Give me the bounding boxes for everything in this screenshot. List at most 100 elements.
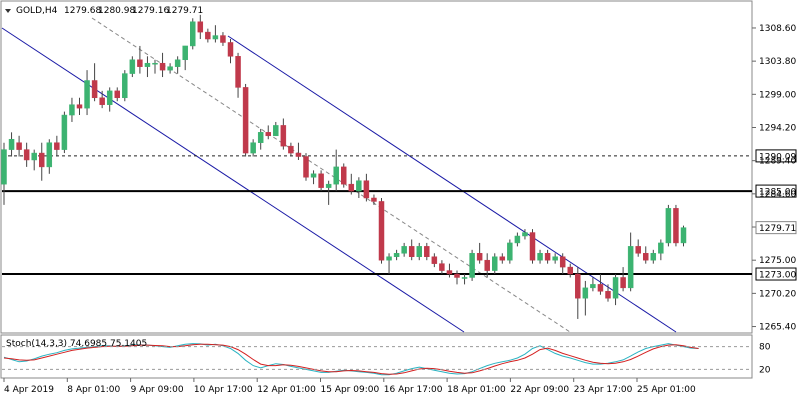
candle-body	[454, 273, 460, 278]
candle-body	[152, 62, 158, 65]
candle-body	[144, 62, 151, 67]
candle-body	[507, 242, 513, 261]
candle-body	[431, 256, 438, 264]
candle-body	[416, 246, 422, 257]
candle-body	[590, 284, 596, 289]
candle-body	[227, 42, 234, 57]
candle-body	[69, 104, 75, 116]
candle-body	[122, 73, 128, 99]
candle-body	[325, 183, 332, 188]
candle-body	[348, 183, 355, 192]
level-label-box	[755, 149, 797, 163]
time-tick-label: 10 Apr 17:00	[194, 385, 253, 395]
price-tick-label: 1265.40	[759, 323, 796, 333]
stoch-panel-frame	[0, 334, 753, 379]
candle-body	[205, 31, 211, 40]
candle-body	[635, 246, 641, 254]
ohlc-high: 1280.98	[98, 6, 135, 16]
candle-body	[439, 263, 445, 271]
candle-body	[54, 142, 60, 150]
price-tick-label: 1270.20	[759, 289, 796, 299]
collapse-triangle-icon[interactable]	[5, 9, 11, 13]
channel-mid-dashed-line	[91, 17, 571, 333]
candle-body	[84, 80, 90, 109]
candle-body	[446, 270, 453, 275]
candle-body	[159, 62, 166, 71]
candle-body	[620, 277, 626, 289]
candle-body	[386, 256, 392, 261]
candle-body	[363, 180, 370, 199]
candle-body	[658, 242, 664, 254]
time-tick-label: 23 Apr 17:00	[574, 385, 633, 395]
candle-body	[16, 142, 22, 150]
level-label: 1285.00	[759, 188, 796, 198]
candle-body	[492, 256, 498, 271]
price-tick-label: 1294.20	[759, 123, 796, 133]
candle-body	[484, 259, 490, 271]
candle-body	[295, 152, 302, 157]
level-label: 1273.00	[759, 271, 796, 281]
candle-body	[371, 197, 377, 202]
current-price-box	[755, 221, 797, 235]
time-tick-label: 25 Apr 01:00	[637, 385, 696, 395]
candle-body	[408, 246, 415, 257]
candle-body	[469, 253, 475, 278]
price-tick-label: 1303.80	[759, 57, 796, 67]
candle-body	[106, 90, 113, 105]
candle-body	[514, 235, 521, 244]
candle-body	[378, 201, 385, 261]
candle-body	[627, 246, 634, 289]
stoch-level-label: 80	[759, 343, 771, 353]
channel-upper-line	[227, 35, 677, 333]
time-tick-label: 8 Apr 01:00	[67, 385, 120, 395]
time-tick-label: 9 Apr 09:00	[131, 385, 184, 395]
ohlc-low: 1279.16	[132, 6, 169, 16]
candle-body	[39, 152, 45, 168]
candle-body	[61, 114, 68, 150]
time-tick-label: 12 Apr 01:00	[257, 385, 316, 395]
candle-body	[597, 284, 604, 292]
time-axis: 4 Apr 2019 8 Apr 01:00 9 Apr 09:00 10 Apr 1…	[3, 378, 696, 395]
price-tick-label: 1284.60	[759, 190, 796, 200]
candle-body	[46, 142, 53, 168]
current-price-label: 1279.71	[759, 224, 796, 234]
candle-body	[401, 246, 407, 254]
level-label: 1290.09	[759, 152, 796, 162]
price-axis: 1290.09 1285.00 1273.00 1308.60 1303.80 1299.…	[752, 24, 797, 375]
candle-body	[99, 97, 105, 105]
price-tick-label: 1308.60	[759, 24, 796, 34]
ohlc-close: 1279.71	[166, 6, 203, 16]
candle-body	[310, 173, 317, 178]
candle-body	[522, 232, 528, 237]
main-chart-frame	[0, 0, 753, 334]
candle-body	[673, 208, 679, 244]
candle-body	[529, 232, 536, 261]
candle-body	[242, 87, 249, 154]
candle-body	[8, 138, 15, 150]
time-tick-label: 18 Apr 01:00	[447, 385, 506, 395]
candle-body	[129, 59, 136, 74]
time-tick-label: 16 Apr 17:00	[384, 385, 443, 395]
stoch-level-label: 20	[759, 365, 771, 375]
candle-body	[1, 149, 7, 185]
candle-body	[182, 45, 188, 61]
candle-body	[257, 132, 264, 143]
candle-body	[265, 132, 271, 137]
candle-body	[190, 21, 196, 47]
candle-body	[605, 291, 611, 299]
candle-body	[582, 287, 589, 299]
candle-body	[250, 142, 256, 154]
candle-body	[612, 277, 619, 299]
candle-body	[544, 253, 551, 261]
time-tick-label: 15 Apr 09:00	[321, 385, 380, 395]
channel-lines	[1, 17, 677, 333]
candle-body	[174, 59, 181, 67]
time-tick-label: 4 Apr 2019	[4, 385, 54, 395]
candle-body	[424, 246, 430, 257]
ohlc-open: 1279.68	[64, 6, 101, 16]
candle-body	[341, 166, 347, 185]
level-label-box	[755, 184, 797, 198]
candle-body	[476, 253, 483, 261]
